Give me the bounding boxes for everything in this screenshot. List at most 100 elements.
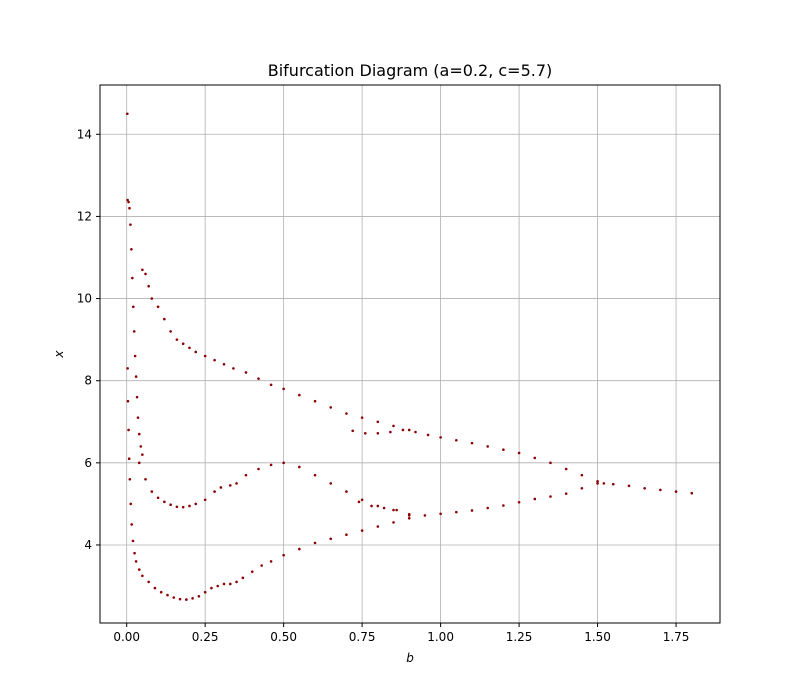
data-point (351, 429, 355, 433)
data-point (370, 504, 373, 508)
x-axis: 0.00 0.25 0.50 0.75 1.00 1.25 1.50 1.75 (113, 623, 689, 644)
data-point (213, 358, 216, 362)
x-tick-label: 1.50 (584, 630, 611, 644)
data-point (533, 497, 537, 501)
y-tick-label: 14 (77, 127, 92, 141)
data-point (580, 486, 584, 490)
data-point (674, 490, 678, 493)
data-point (181, 505, 185, 509)
data-point (129, 223, 132, 226)
data-point (191, 597, 194, 600)
y-tick-label: 10 (77, 292, 92, 306)
data-point (175, 505, 179, 509)
x-tick-label: 0.50 (270, 630, 297, 644)
data-point (376, 420, 380, 424)
data-point (580, 473, 584, 477)
data-point (150, 297, 154, 300)
data-point (127, 457, 131, 461)
data-point (210, 586, 213, 590)
data-point (141, 268, 144, 272)
data-point (439, 512, 442, 516)
data-points (126, 112, 694, 601)
data-point (147, 580, 150, 584)
data-point (137, 461, 141, 465)
data-point (517, 451, 521, 455)
data-point (175, 338, 179, 341)
data-point (298, 465, 301, 469)
data-point (345, 533, 348, 537)
data-point (194, 502, 198, 506)
data-point (178, 597, 182, 601)
data-point (345, 490, 348, 493)
data-point (130, 523, 134, 526)
data-point (517, 500, 521, 504)
data-point (197, 595, 201, 598)
data-point (269, 560, 273, 563)
x-tick-label: 1.00 (427, 630, 454, 644)
data-point (360, 529, 364, 532)
data-point (232, 367, 235, 370)
data-point (455, 510, 458, 514)
data-point (282, 553, 285, 557)
data-point (131, 276, 134, 280)
data-point (360, 416, 364, 419)
data-point (257, 467, 260, 471)
data-point (363, 431, 367, 435)
data-point (163, 317, 166, 321)
data-point (486, 445, 489, 448)
data-point (260, 564, 263, 567)
data-point (382, 506, 386, 510)
data-point (203, 354, 207, 358)
data-point (659, 488, 662, 492)
data-point (407, 516, 411, 520)
data-point (392, 424, 395, 428)
data-point (643, 486, 646, 490)
data-point (137, 568, 141, 571)
data-point (329, 537, 333, 541)
data-point (549, 461, 552, 465)
data-point (141, 574, 144, 578)
data-point (131, 305, 135, 309)
data-point (219, 486, 223, 489)
data-point (169, 503, 172, 507)
data-point (376, 504, 380, 508)
data-point (141, 453, 144, 456)
data-point (455, 438, 458, 442)
data-point (147, 284, 150, 288)
data-point (131, 539, 135, 543)
data-point (564, 467, 568, 471)
x-tick-label: 1.25 (506, 630, 533, 644)
data-point (235, 580, 238, 584)
data-point (313, 399, 317, 403)
data-point (564, 492, 568, 495)
data-point (169, 330, 172, 333)
data-point (502, 504, 505, 507)
data-point (313, 541, 317, 545)
data-point (269, 383, 273, 387)
data-point (156, 496, 160, 500)
data-point (128, 477, 132, 481)
data-point (144, 272, 147, 276)
data-point (144, 477, 147, 481)
data-point (128, 206, 131, 210)
x-tick-label: 0.00 (113, 630, 140, 644)
data-point (222, 582, 226, 586)
data-point (126, 112, 129, 116)
data-point (298, 547, 301, 551)
data-point (163, 500, 166, 504)
data-point (533, 456, 537, 460)
data-point (423, 514, 427, 517)
data-point (133, 354, 137, 358)
data-point (235, 482, 238, 485)
grid-lines (100, 85, 720, 623)
data-point (228, 484, 232, 487)
data-point (329, 482, 333, 485)
data-point (439, 436, 442, 439)
data-point (596, 482, 599, 485)
data-point (127, 200, 130, 204)
data-point (188, 504, 191, 508)
data-point (389, 430, 392, 434)
data-point (282, 461, 285, 465)
